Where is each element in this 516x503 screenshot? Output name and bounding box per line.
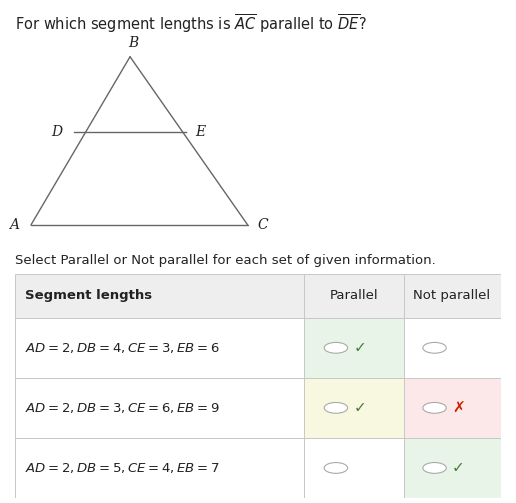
- Text: C: C: [257, 218, 268, 232]
- Bar: [304, 378, 404, 438]
- Bar: [404, 318, 501, 378]
- Circle shape: [324, 463, 348, 473]
- Text: ✓: ✓: [452, 460, 465, 475]
- Bar: [15, 378, 304, 438]
- Text: ✓: ✓: [354, 400, 366, 415]
- Bar: [15, 438, 304, 498]
- Text: Select Parallel or Not parallel for each set of given information.: Select Parallel or Not parallel for each…: [15, 254, 436, 267]
- Circle shape: [423, 343, 446, 353]
- Text: $AD = 2, DB = 5, CE = 4, EB = 7$: $AD = 2, DB = 5, CE = 4, EB = 7$: [25, 461, 220, 475]
- Bar: [404, 378, 501, 438]
- Text: Segment lengths: Segment lengths: [25, 289, 152, 302]
- Bar: [15, 274, 304, 318]
- Text: ✗: ✗: [452, 400, 465, 415]
- Bar: [304, 274, 404, 318]
- Text: Not parallel: Not parallel: [413, 289, 491, 302]
- Text: ✓: ✓: [354, 341, 366, 355]
- Bar: [404, 438, 501, 498]
- Text: E: E: [195, 125, 205, 139]
- Circle shape: [324, 402, 348, 413]
- Bar: [304, 438, 404, 498]
- Circle shape: [423, 402, 446, 413]
- Text: A: A: [9, 218, 19, 232]
- Bar: [404, 274, 501, 318]
- Text: $AD = 2, DB = 4, CE = 3, EB = 6$: $AD = 2, DB = 4, CE = 3, EB = 6$: [25, 341, 220, 355]
- Text: For which segment lengths is $\overline{AC}$ parallel to $\overline{DE}$?: For which segment lengths is $\overline{…: [15, 13, 367, 35]
- Circle shape: [423, 463, 446, 473]
- Text: $AD = 2, DB = 3, CE = 6, EB = 9$: $AD = 2, DB = 3, CE = 6, EB = 9$: [25, 401, 220, 415]
- Text: D: D: [51, 125, 62, 139]
- Circle shape: [324, 343, 348, 353]
- Text: B: B: [128, 36, 138, 50]
- Text: Parallel: Parallel: [330, 289, 378, 302]
- Bar: [15, 318, 304, 378]
- Bar: [304, 318, 404, 378]
